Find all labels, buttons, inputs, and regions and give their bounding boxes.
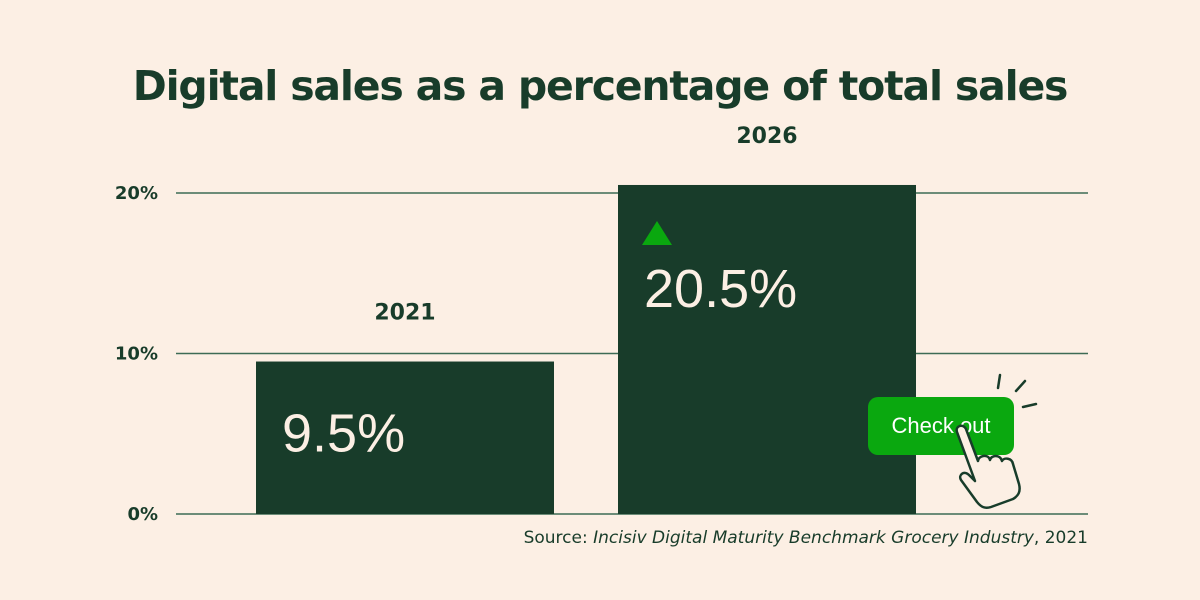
source-prefix: Source: bbox=[523, 528, 594, 548]
data-label: 9.5% bbox=[282, 404, 405, 464]
y-tick-label: 10% bbox=[115, 344, 158, 365]
data-label: 20.5% bbox=[644, 259, 797, 319]
triangle-up-icon bbox=[642, 220, 672, 245]
category-label: 2021 bbox=[374, 301, 435, 326]
source-suffix: , 2021 bbox=[1033, 528, 1088, 548]
source-name: Incisiv Digital Maturity Benchmark Groce… bbox=[593, 528, 1034, 548]
category-label: 2026 bbox=[736, 124, 797, 149]
y-tick-label: 0% bbox=[127, 504, 158, 525]
bar-2021 bbox=[256, 361, 554, 514]
chart-title: Digital sales as a percentage of total s… bbox=[132, 62, 1069, 110]
check-out-button[interactable]: Check out bbox=[868, 397, 1014, 455]
source-note: Source: Incisiv Digital Maturity Benchma… bbox=[524, 528, 1088, 548]
y-tick-label: 20% bbox=[115, 183, 158, 204]
